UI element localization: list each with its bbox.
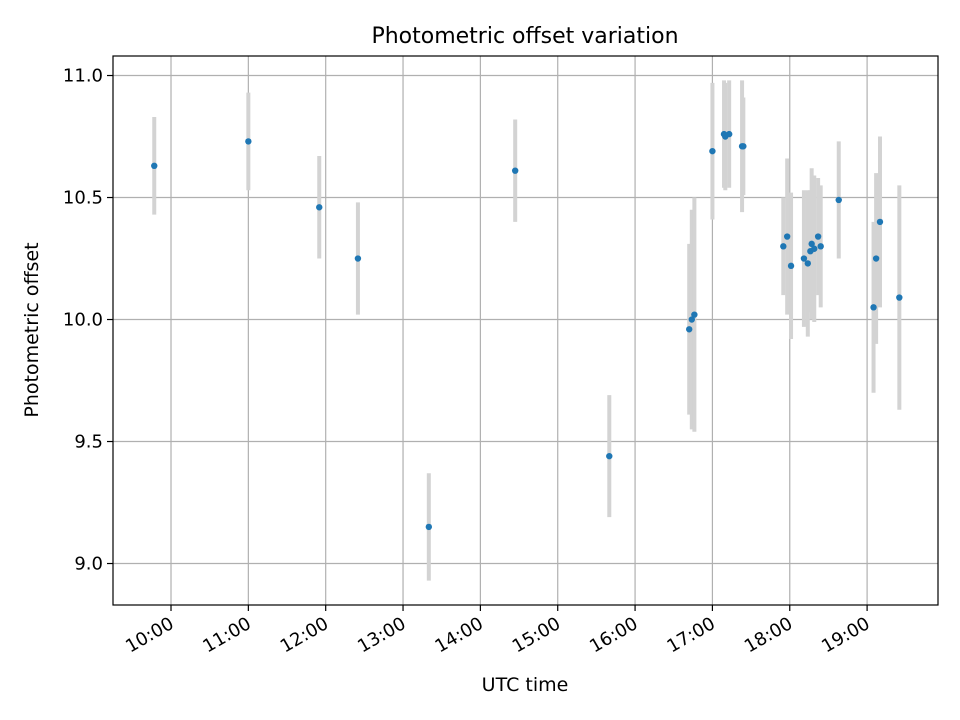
y-tick-label: 10.0 <box>63 310 103 331</box>
x-axis-title: UTC time <box>482 674 569 696</box>
chart-title: Photometric offset variation <box>371 24 678 49</box>
data-point <box>835 196 842 204</box>
data-points <box>151 130 903 531</box>
error-bars <box>152 80 902 581</box>
data-point <box>688 316 695 323</box>
data-point <box>783 233 791 240</box>
y-tick-label: 11.0 <box>63 66 103 87</box>
data-point <box>814 233 822 240</box>
data-point <box>817 243 824 250</box>
data-point <box>691 311 698 318</box>
y-axis-title: Photometric offset <box>21 242 43 417</box>
data-point <box>787 262 795 270</box>
data-point <box>725 130 733 138</box>
data-point <box>800 255 808 262</box>
data-point <box>811 245 818 252</box>
x-tick-label: 10:00 <box>122 613 177 657</box>
data-point <box>316 204 323 211</box>
x-tick-label: 13:00 <box>354 613 409 657</box>
data-point <box>354 255 362 262</box>
grid-lines <box>113 56 938 605</box>
data-point <box>511 167 519 174</box>
y-tick-label: 9.0 <box>74 554 103 575</box>
data-point <box>896 294 903 301</box>
x-tick-label: 19:00 <box>818 613 873 657</box>
x-axis-ticks: 10:00 11:00 12:00 13:00 14:00 15:00 16:00 17:00… <box>122 605 874 657</box>
data-point <box>686 326 693 333</box>
data-point <box>876 218 884 226</box>
x-tick-label: 14:00 <box>431 613 486 657</box>
x-tick-label: 15:00 <box>509 613 564 657</box>
data-point <box>425 523 433 531</box>
data-point <box>808 240 815 248</box>
data-point <box>245 138 252 145</box>
y-tick-label: 9.5 <box>74 432 103 453</box>
x-tick-label: 17:00 <box>663 613 718 657</box>
x-tick-label: 11:00 <box>199 613 254 657</box>
y-tick-label: 10.5 <box>63 188 103 209</box>
data-point <box>709 147 716 155</box>
data-point <box>151 162 158 169</box>
x-tick-label: 12:00 <box>277 613 332 657</box>
data-point <box>740 143 747 150</box>
data-point <box>780 243 787 250</box>
data-point <box>804 260 812 267</box>
x-tick-label: 18:00 <box>741 613 796 657</box>
data-point <box>872 255 880 262</box>
plot-frame <box>112 55 939 606</box>
x-tick-label: 16:00 <box>586 613 641 657</box>
data-point <box>606 452 613 460</box>
data-point <box>870 304 877 311</box>
y-axis-ticks: 9.0 9.5 10.0 10.5 11.0 <box>63 66 113 575</box>
